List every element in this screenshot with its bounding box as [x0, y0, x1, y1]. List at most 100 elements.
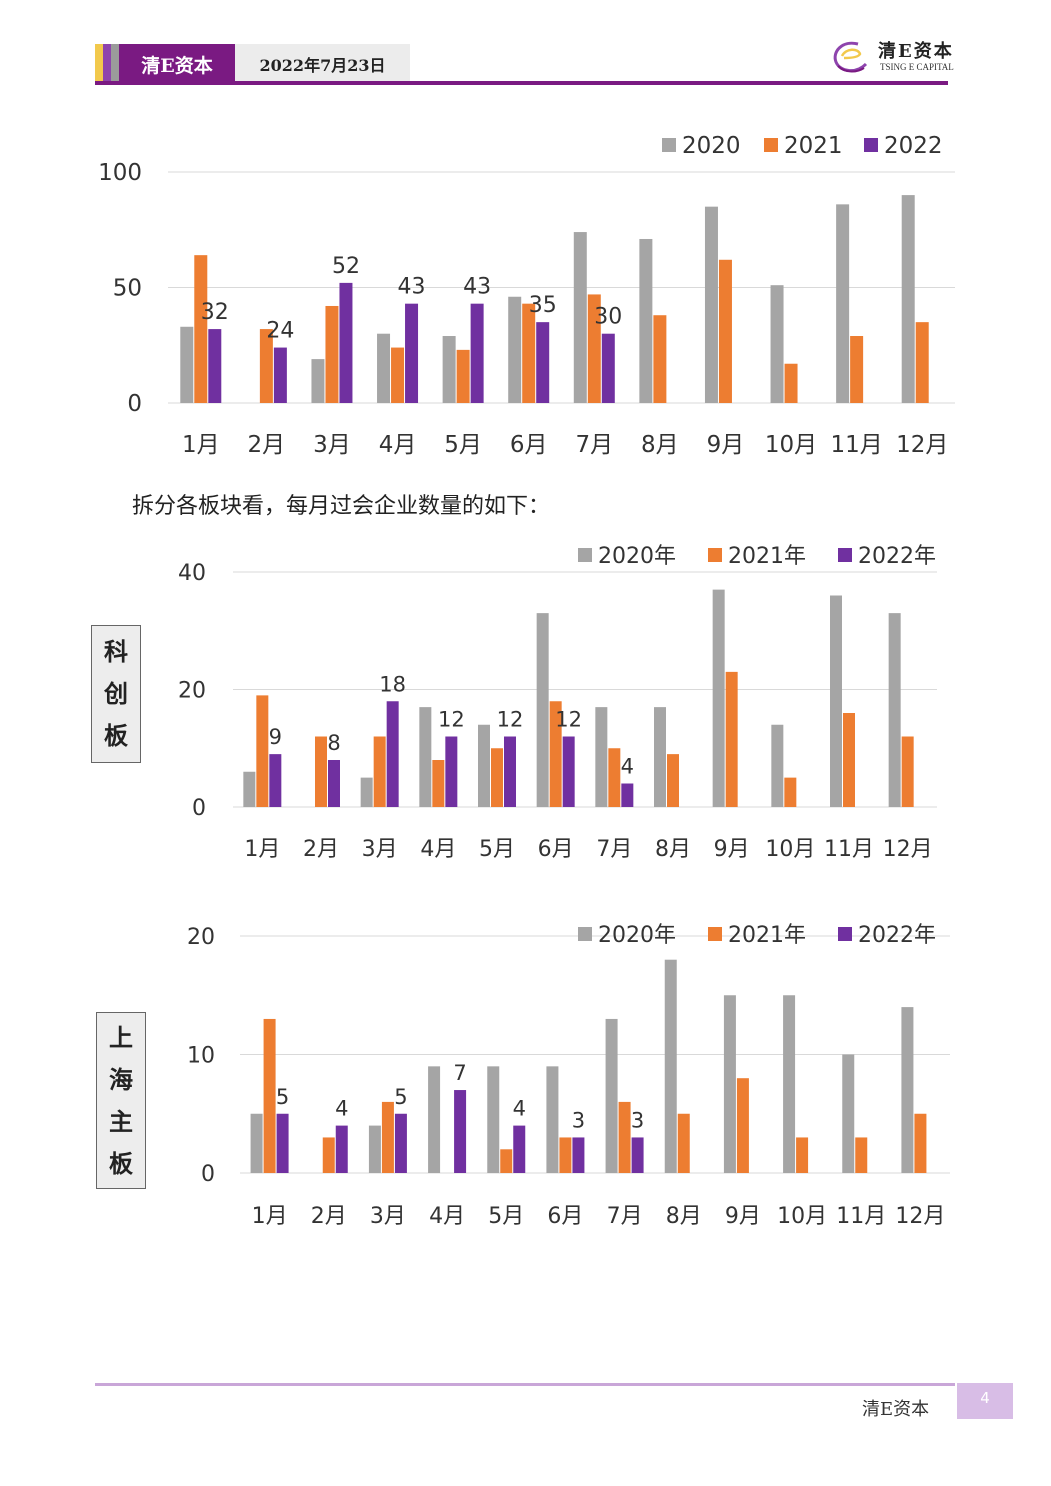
x-tick-label: 11月 — [824, 837, 874, 862]
bar-2020-4月 — [377, 333, 391, 403]
bar-2021-10月 — [784, 363, 798, 403]
bar-2021年-5月 — [491, 748, 503, 807]
chart-total: 0 50 100 32 1月 24 2月 52 3月 43 4月 43 5月 35 6月 30 7月 8月 9月 10… — [0, 120, 1051, 480]
bar-2022年-3月 — [394, 1113, 407, 1173]
y-tick-label: 0 — [127, 391, 142, 417]
logo-text-en: TSING E CAPITAL — [880, 62, 954, 72]
header-strip-yellow — [95, 44, 103, 84]
bar-2022年-3月 — [386, 701, 399, 807]
x-tick-label: 7月 — [575, 432, 613, 458]
data-label: 43 — [463, 275, 491, 300]
section-paragraph: 拆分各板块看，每月过会企业数量的如下： — [132, 494, 551, 519]
bar-2022-7月 — [601, 333, 615, 403]
legend-swatch — [708, 927, 722, 941]
section-label-char: 海 — [109, 1064, 133, 1094]
data-label: 3 — [572, 1108, 585, 1132]
legend-label: 2020 — [682, 133, 741, 159]
x-tick-label: 4月 — [429, 1204, 465, 1229]
bar-2020年-7月 — [595, 707, 608, 807]
data-label: 12 — [555, 708, 582, 732]
bar-2021-5月 — [456, 349, 470, 403]
header-date: 2022年7月23日 — [235, 44, 410, 84]
x-tick-label: 12月 — [883, 837, 933, 862]
y-tick-label: 50 — [113, 276, 142, 302]
section-label-char: 上 — [109, 1022, 133, 1052]
bar-2022-6月 — [536, 322, 550, 403]
legend-swatch — [662, 138, 676, 152]
bar-2021年-8月 — [667, 754, 679, 807]
bar-2020年-11月 — [842, 1054, 855, 1173]
bar-2022-5月 — [470, 303, 484, 403]
x-tick-label: 10月 — [777, 1204, 827, 1229]
y-tick-label: 10 — [187, 1044, 215, 1069]
bar-2020年-4月 — [419, 707, 432, 807]
bar-2021年-6月 — [549, 701, 562, 807]
bar-2021年-11月 — [855, 1137, 868, 1173]
bar-2022年-4月 — [445, 736, 458, 807]
bar-2021年-1月 — [256, 695, 269, 807]
data-label: 5 — [276, 1085, 289, 1109]
bar-2021年-10月 — [784, 777, 797, 807]
x-tick-label: 1月 — [244, 837, 280, 862]
x-tick-label: 9月 — [707, 432, 745, 458]
bar-2020-3月 — [311, 359, 325, 403]
bar-2021年-1月 — [263, 1018, 276, 1173]
chart-kechuang-svg: 0 20 40 9 1月 8 2月 18 3月 12 4月 12 5月 12 6月 4 7月 8月 9月 10月 11月… — [178, 544, 937, 862]
bar-2021年-9月 — [725, 671, 738, 807]
bar-2020-10月 — [770, 285, 784, 403]
bar-2022年-1月 — [269, 754, 282, 807]
bar-2020-8月 — [639, 238, 653, 403]
x-tick-label: 7月 — [596, 837, 632, 862]
x-tick-label: 4月 — [420, 837, 456, 862]
bar-2021年-2月 — [322, 1137, 335, 1173]
legend-swatch — [578, 927, 592, 941]
logo-text-cn: 清E资本 — [878, 41, 954, 62]
bar-2021-12月 — [915, 322, 929, 403]
y-tick-label: 20 — [178, 679, 206, 704]
x-tick-label: 9月 — [725, 1204, 761, 1229]
bar-2022-1月 — [208, 329, 222, 403]
bar-2022年-7月 — [631, 1137, 644, 1173]
bar-2022-2月 — [273, 347, 287, 403]
data-label: 32 — [201, 300, 229, 325]
x-tick-label: 3月 — [313, 432, 351, 458]
bar-2020年-10月 — [783, 995, 796, 1173]
x-tick-label: 10月 — [765, 837, 815, 862]
bar-2021-7月 — [587, 294, 601, 403]
bar-2020-9月 — [704, 206, 718, 403]
x-tick-label: 1月 — [252, 1204, 288, 1229]
x-tick-label: 2月 — [311, 1204, 347, 1229]
legend-swatch — [838, 927, 852, 941]
x-tick-label: 2月 — [303, 837, 339, 862]
bar-2021-3月 — [325, 305, 339, 403]
data-label: 7 — [453, 1061, 466, 1085]
bar-2020-7月 — [573, 232, 587, 403]
bar-2020年-12月 — [901, 1007, 914, 1173]
data-label: 12 — [497, 708, 524, 732]
bar-2022年-2月 — [328, 760, 340, 807]
bar-2020年-6月 — [546, 1066, 559, 1173]
bar-2021年-12月 — [901, 736, 914, 807]
footer-brand: 清E资本 — [862, 1399, 930, 1420]
chart-kechuang: 0 20 40 9 1月 8 2月 18 3月 12 4月 12 5月 12 6月 4 7月 8月 9月 10月 11月… — [0, 535, 1051, 875]
legend-label: 2020年 — [598, 544, 676, 569]
bar-2021-4月 — [391, 347, 405, 403]
bar-2020年-7月 — [605, 1018, 618, 1173]
bar-2021-11月 — [850, 336, 864, 403]
x-tick-label: 5月 — [479, 837, 515, 862]
bar-2021年-3月 — [381, 1101, 394, 1173]
legend-swatch — [578, 548, 592, 562]
bar-2022年-4月 — [454, 1090, 467, 1173]
legend-label: 2022年 — [858, 923, 936, 948]
legend-label: 2021年 — [728, 544, 806, 569]
x-tick-label: 6月 — [547, 1204, 583, 1229]
bar-2021年-12月 — [914, 1113, 927, 1173]
x-tick-label: 11月 — [836, 1204, 886, 1229]
header-rule — [95, 81, 948, 85]
x-tick-label: 8月 — [641, 432, 679, 458]
data-label: 4 — [621, 755, 634, 779]
bar-2020年-12月 — [888, 613, 901, 807]
x-tick-label: 1月 — [182, 432, 220, 458]
data-label: 52 — [332, 254, 360, 279]
legend-swatch — [708, 548, 722, 562]
